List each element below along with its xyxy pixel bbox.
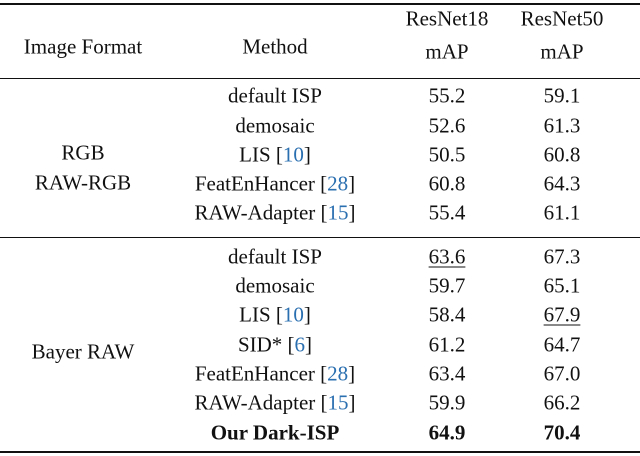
map-cell: 67.3 [543,244,581,269]
map-cell: 65.1 [543,273,581,298]
citation-bracket: [ [320,390,328,415]
header-cell: mAP [540,39,584,64]
method-cell: default ISP [228,83,322,108]
header-cell: Image Format [23,34,143,59]
format-label: RGB [61,140,105,165]
citation-number: 10 [282,302,304,327]
format-label: Bayer RAW [31,339,135,364]
header-cell: Method [242,34,308,59]
method-cell: default ISP [228,244,322,269]
citation: [28] [320,172,355,196]
map-cell: 70.4 [543,420,581,445]
method-cell: demosaic [235,273,315,298]
header-rule [0,78,640,79]
citation-number: 10 [282,142,304,167]
map-cell: 64.9 [428,420,466,445]
method-name: SID* [237,332,283,357]
citation: [15] [321,201,356,225]
method-cell: LIS [10] [239,142,311,167]
citation-number: 28 [327,361,349,386]
map-cell: 64.3 [543,171,581,196]
citation-bracket: [ [275,142,283,167]
method-cell: LIS [10] [239,302,311,327]
header-cell: ResNet18 [405,6,489,31]
citation-bracket: ] [305,332,313,357]
citation-bracket: ] [348,171,356,196]
method-name: LIS [239,302,271,327]
method-name: RAW-Adapter [194,200,316,225]
citation-number: 15 [327,200,349,225]
map-cell: 66.2 [543,390,581,415]
citation-bracket: ] [303,302,311,327]
method-name: Our Dark-ISP [210,420,340,445]
method-cell: RAW-Adapter [15] [194,200,356,225]
citation-number: 15 [327,390,349,415]
method-cell: demosaic [235,113,315,138]
map-cell: 55.2 [428,83,466,108]
top-rule [0,3,640,5]
map-cell: 67.9 [543,302,581,327]
map-cell: 61.3 [543,113,581,138]
citation-bracket: ] [348,361,356,386]
method-name: LIS [239,142,271,167]
format-label: RAW-RGB [34,170,132,195]
map-cell: 55.4 [428,200,466,225]
map-cell: 64.7 [543,332,581,357]
method-name: default ISP [228,83,322,108]
map-cell: 63.6 [428,244,466,269]
citation-bracket: ] [348,200,356,225]
method-cell: SID* [6] [237,332,313,357]
bottom-rule [0,451,640,453]
map-cell: 63.4 [428,361,466,386]
citation-bracket: [ [320,171,328,196]
map-cell: 67.0 [543,361,581,386]
method-cell: Our Dark-ISP [210,420,340,445]
method-name: demosaic [235,273,315,298]
method-name: RAW-Adapter [194,390,316,415]
citation: [6] [288,333,313,357]
citation-bracket: ] [348,390,356,415]
map-cell: 52.6 [428,113,466,138]
citation: [15] [321,391,356,415]
citation: [10] [276,303,311,327]
map-cell: 61.1 [543,200,581,225]
map-cell: 50.5 [428,142,466,167]
method-cell: FeatEnHancer [28] [194,361,355,386]
map-cell: 58.4 [428,302,466,327]
method-name: demosaic [235,113,315,138]
group-rule [0,237,640,238]
map-cell: 61.2 [428,332,466,357]
map-cell: 59.7 [428,273,466,298]
map-cell: 60.8 [428,171,466,196]
map-cell: 59.9 [428,390,466,415]
method-name: FeatEnHancer [194,361,315,386]
citation-bracket: ] [303,142,311,167]
citation: [28] [320,362,355,386]
method-cell: RAW-Adapter [15] [194,390,356,415]
citation-bracket: [ [287,332,295,357]
map-cell: 60.8 [543,142,581,167]
citation-bracket: [ [275,302,283,327]
method-name: default ISP [228,244,322,269]
header-cell: mAP [425,39,469,64]
citation-number: 6 [294,332,306,357]
citation: [10] [276,143,311,167]
map-cell: 59.1 [543,83,581,108]
method-name: FeatEnHancer [194,171,315,196]
citation-bracket: [ [320,200,328,225]
header-cell: ResNet50 [520,6,604,31]
citation-number: 28 [327,171,349,196]
method-cell: FeatEnHancer [28] [194,171,355,196]
citation-bracket: [ [320,361,328,386]
